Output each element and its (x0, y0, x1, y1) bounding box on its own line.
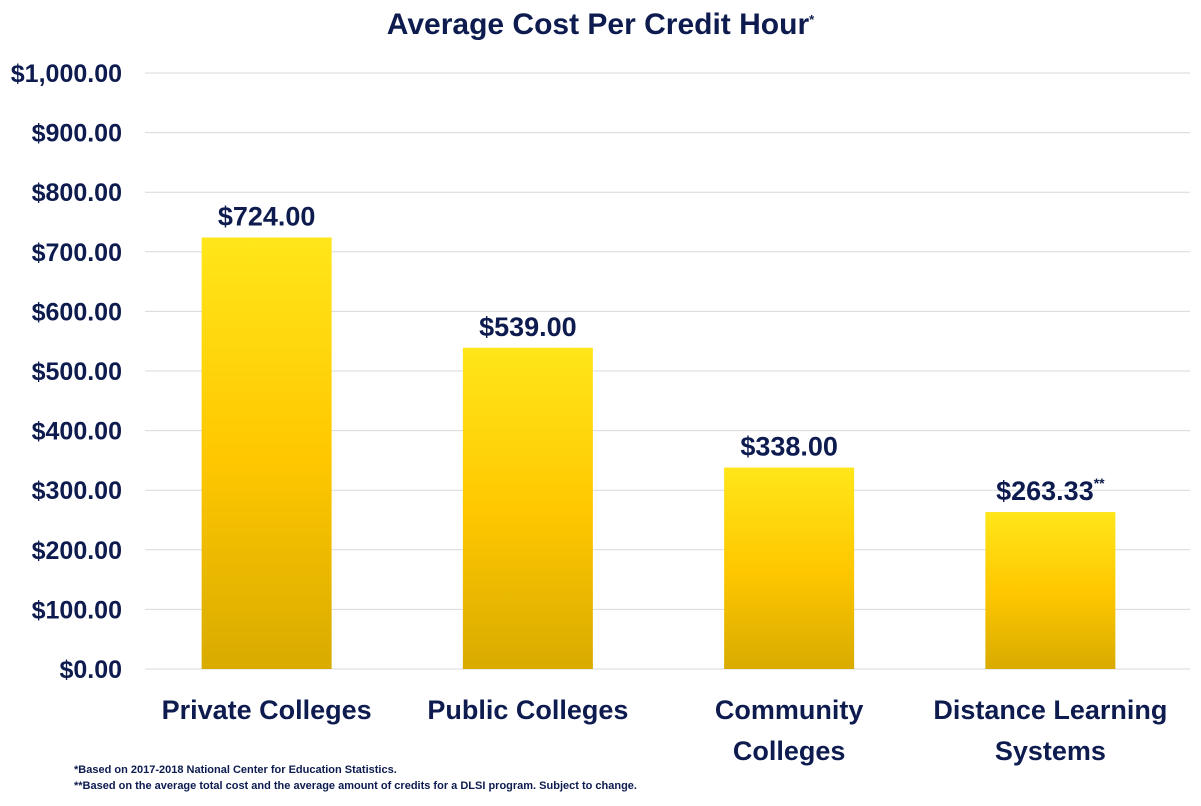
y-tick-label: $100.00 (32, 596, 122, 624)
value-labels: $724.00 $539.00 $338.00 $263.33** (218, 201, 1105, 506)
y-tick-label: $0.00 (59, 656, 122, 684)
category-label: Distance Learning (933, 695, 1167, 725)
category-label: Systems (995, 736, 1106, 766)
chart-title: Average Cost Per Credit Hour* (0, 8, 1201, 42)
y-axis-ticks: $0.00 $100.00 $200.00 $300.00 $400.00 $500.00… (11, 60, 122, 684)
bar (462, 347, 593, 669)
y-tick-label: $1,000.00 (11, 60, 122, 88)
x-axis-labels: Private Colleges Public Colleges Community… (162, 695, 1168, 766)
bars (201, 237, 1116, 669)
value-label: $539.00 (479, 312, 577, 342)
bar (201, 237, 332, 669)
bar (985, 512, 1116, 669)
y-tick-label: $400.00 (32, 418, 122, 446)
footnote-1: *Based on 2017-2018 National Center for … (74, 764, 397, 776)
category-label: Private Colleges (162, 695, 372, 725)
chart-title-text: Average Cost Per Credit Hour (386, 8, 810, 41)
y-tick-label: $200.00 (32, 537, 122, 565)
y-tick-label: $700.00 (32, 239, 122, 267)
value-label: $263.33** (996, 475, 1105, 506)
value-label: $338.00 (740, 432, 838, 462)
y-tick-label: $800.00 (32, 179, 122, 207)
value-label: $724.00 (218, 201, 316, 231)
category-label: Public Colleges (427, 695, 628, 725)
chart-title-marker: * (809, 12, 815, 27)
footnote-2: **Based on the average total cost and th… (74, 780, 637, 792)
y-tick-label: $500.00 (32, 358, 122, 386)
category-label: Colleges (733, 736, 846, 766)
y-tick-label: $900.00 (32, 120, 122, 148)
bar (724, 467, 855, 669)
y-tick-label: $300.00 (32, 477, 122, 505)
y-tick-label: $600.00 (32, 298, 122, 326)
category-label: Community (715, 695, 864, 725)
